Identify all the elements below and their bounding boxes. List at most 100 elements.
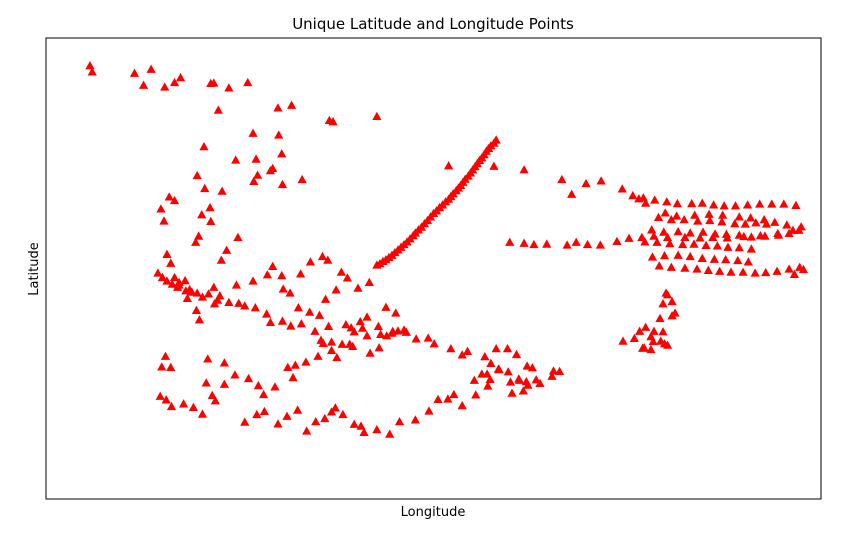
- data-point: [689, 239, 699, 248]
- data-point: [313, 351, 323, 360]
- data-point: [733, 255, 743, 265]
- data-point: [159, 216, 169, 225]
- data-point: [224, 297, 234, 306]
- data-point: [197, 409, 208, 418]
- data-point: [462, 346, 473, 355]
- points-layer: [85, 60, 809, 438]
- data-point: [330, 403, 340, 412]
- data-point: [373, 321, 383, 331]
- data-point: [314, 310, 325, 319]
- data-point: [705, 215, 715, 225]
- data-point: [164, 192, 174, 201]
- data-point: [251, 154, 261, 163]
- data-point: [791, 200, 801, 209]
- data-point: [547, 371, 557, 380]
- data-point: [523, 380, 533, 389]
- data-point: [167, 279, 177, 288]
- data-point: [656, 336, 666, 345]
- data-point: [531, 375, 541, 384]
- data-point: [234, 298, 244, 307]
- data-point: [624, 233, 634, 242]
- data-point: [662, 340, 673, 349]
- data-point: [374, 343, 384, 352]
- data-point: [250, 303, 260, 312]
- data-point: [738, 267, 748, 276]
- data-point: [207, 390, 217, 400]
- data-point: [489, 161, 499, 170]
- data-point: [200, 183, 210, 193]
- data-point: [317, 251, 328, 261]
- data-point: [249, 176, 259, 185]
- data-point: [222, 245, 232, 254]
- data-point: [180, 275, 190, 285]
- data-point: [628, 190, 638, 200]
- data-point: [680, 263, 690, 272]
- data-point: [721, 229, 732, 238]
- data-point: [188, 402, 199, 412]
- data-point: [410, 415, 420, 424]
- data-point: [514, 374, 524, 383]
- data-point: [444, 161, 454, 170]
- data-point: [323, 255, 333, 264]
- data-point: [703, 265, 713, 274]
- data-point: [779, 199, 789, 208]
- data-point: [471, 390, 481, 399]
- data-point: [654, 261, 664, 270]
- data-point: [197, 292, 208, 301]
- data-point: [252, 409, 262, 419]
- data-point: [680, 232, 690, 242]
- data-point: [612, 236, 622, 246]
- data-point: [424, 406, 434, 415]
- data-point: [212, 295, 223, 304]
- data-point: [248, 276, 258, 285]
- data-point: [252, 170, 263, 179]
- data-point: [181, 286, 191, 295]
- plot-area: [45, 37, 822, 500]
- data-point: [336, 267, 346, 276]
- data-point: [376, 329, 386, 339]
- data-point: [231, 280, 242, 289]
- data-point: [191, 305, 202, 315]
- data-point: [721, 255, 731, 264]
- data-point: [357, 323, 368, 332]
- data-point: [640, 237, 650, 246]
- data-point: [519, 238, 529, 247]
- data-point: [652, 237, 662, 246]
- data-point: [243, 373, 254, 383]
- data-point: [349, 419, 359, 428]
- data-point: [773, 230, 784, 239]
- data-point: [726, 267, 736, 276]
- data-point: [655, 313, 665, 323]
- data-point: [326, 345, 337, 355]
- data-point: [224, 83, 234, 92]
- data-point: [482, 369, 492, 378]
- data-point: [743, 257, 753, 266]
- data-point: [503, 367, 513, 376]
- data-point: [153, 268, 163, 277]
- data-point: [253, 380, 263, 390]
- data-point: [491, 135, 501, 144]
- data-point: [243, 77, 253, 87]
- data-point: [457, 350, 467, 359]
- data-point: [311, 416, 321, 426]
- data-point: [469, 375, 479, 384]
- data-point: [433, 394, 443, 404]
- data-point: [480, 352, 490, 361]
- data-point: [359, 427, 369, 436]
- data-point: [507, 388, 517, 397]
- data-point: [201, 378, 211, 387]
- data-point: [505, 377, 516, 386]
- data-point: [393, 326, 403, 335]
- data-point: [502, 344, 513, 353]
- data-point: [203, 354, 213, 363]
- data-point: [740, 219, 750, 228]
- data-point: [316, 335, 326, 344]
- data-point: [704, 209, 714, 218]
- data-point: [734, 242, 744, 252]
- data-point: [240, 301, 250, 310]
- data-point: [349, 327, 359, 336]
- y-axis-label: Latitude: [27, 242, 42, 296]
- data-point: [166, 258, 176, 267]
- data-point: [457, 400, 467, 410]
- data-point: [129, 68, 140, 77]
